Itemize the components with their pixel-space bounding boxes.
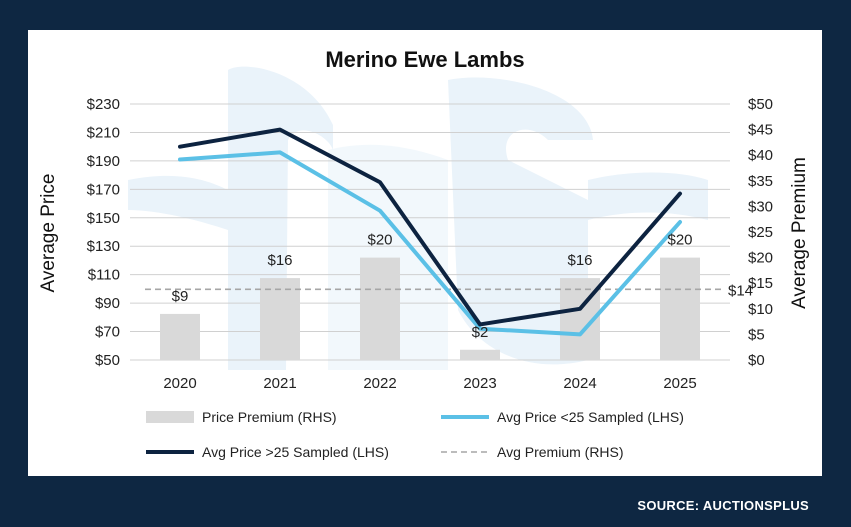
legend-label: Avg Premium (RHS) <box>497 444 624 460</box>
y-tick-label: $190 <box>87 153 120 170</box>
y2-tick-label: $50 <box>748 96 773 113</box>
bar-price-premium <box>260 278 300 360</box>
bar-price-premium <box>660 257 700 360</box>
line-avg-price-under-25 <box>178 150 682 337</box>
y2-tick-label: $35 <box>748 173 773 190</box>
y-tick-label: $150 <box>87 210 120 227</box>
y-tick-label: $130 <box>87 238 120 255</box>
x-tick-label: 2022 <box>363 375 396 392</box>
y-tick-label: $90 <box>95 295 120 312</box>
chart-canvas: Merino Ewe Lambs $14 $9 $16 $20 $2 $16 $20 $5… <box>38 47 810 460</box>
legend-label: Avg Price >25 Sampled (LHS) <box>202 444 389 460</box>
y2-tick-label: $40 <box>748 147 773 164</box>
legend: Price Premium (RHS) Avg Price <25 Sampled… <box>146 409 684 460</box>
line-series <box>178 127 682 337</box>
bar-data-label: $16 <box>567 252 592 269</box>
y2-tick-label: $30 <box>748 198 773 215</box>
axes: $50 $70 $90 $110 $130 $150 $170 $190 $210 $230 $0 $… <box>87 96 773 392</box>
legend-avg-premium: Avg Premium (RHS) <box>441 444 624 460</box>
y2-tick-label: $10 <box>748 301 773 318</box>
legend-avg-price-over-25: Avg Price >25 Sampled (LHS) <box>146 444 389 460</box>
bar-data-label: $20 <box>367 232 392 249</box>
y2-tick-label: $15 <box>748 275 773 292</box>
bar-price-premium <box>360 257 400 360</box>
y2-tick-label: $5 <box>748 326 765 343</box>
y-axis-title: Average Price <box>38 174 59 293</box>
data-labels: $9 $16 $20 $2 $16 $20 <box>172 232 693 341</box>
avg-premium-label: $14 <box>728 282 753 299</box>
y-tick-label: $50 <box>95 352 120 369</box>
avg-premium-series: $14 <box>145 282 753 299</box>
source-credit: SOURCE: AUCTIONSPLUS <box>637 498 809 513</box>
chart-panel: Merino Ewe Lambs $14 $9 $16 $20 $2 $16 $20 $5… <box>28 30 822 476</box>
bar-price-premium <box>160 313 200 360</box>
legend-swatch <box>146 411 194 423</box>
bar-data-label: $9 <box>172 288 189 305</box>
watermark-logo <box>128 66 708 371</box>
legend-avg-price-under-25: Avg Price <25 Sampled (LHS) <box>441 409 684 425</box>
y2-tick-label: $25 <box>748 224 773 241</box>
x-tick-label: 2021 <box>263 375 296 392</box>
chart-title: Merino Ewe Lambs <box>325 47 524 72</box>
bar-data-label: $16 <box>267 252 292 269</box>
y2-tick-label: $20 <box>748 250 773 267</box>
legend-label: Price Premium (RHS) <box>202 409 337 425</box>
x-tick-label: 2023 <box>463 375 496 392</box>
gridlines <box>130 103 730 361</box>
y2-axis-title: Average Premium <box>789 157 810 309</box>
bar-price-premium <box>460 349 500 360</box>
y-tick-label: $210 <box>87 124 120 141</box>
y2-tick-label: $45 <box>748 122 773 139</box>
y2-tick-label: $0 <box>748 352 765 369</box>
y-tick-label: $230 <box>87 96 120 113</box>
legend-price-premium: Price Premium (RHS) <box>146 409 337 425</box>
y-tick-label: $70 <box>95 324 120 341</box>
bar-data-label: $20 <box>667 232 692 249</box>
line-avg-price-over-25 <box>178 127 682 327</box>
legend-label: Avg Price <25 Sampled (LHS) <box>497 409 684 425</box>
x-tick-label: 2025 <box>663 375 696 392</box>
y-tick-label: $110 <box>88 267 120 284</box>
y-tick-label: $170 <box>87 181 120 198</box>
x-tick-label: 2020 <box>163 375 196 392</box>
bar-data-label: $2 <box>472 324 489 341</box>
x-tick-label: 2024 <box>563 375 596 392</box>
